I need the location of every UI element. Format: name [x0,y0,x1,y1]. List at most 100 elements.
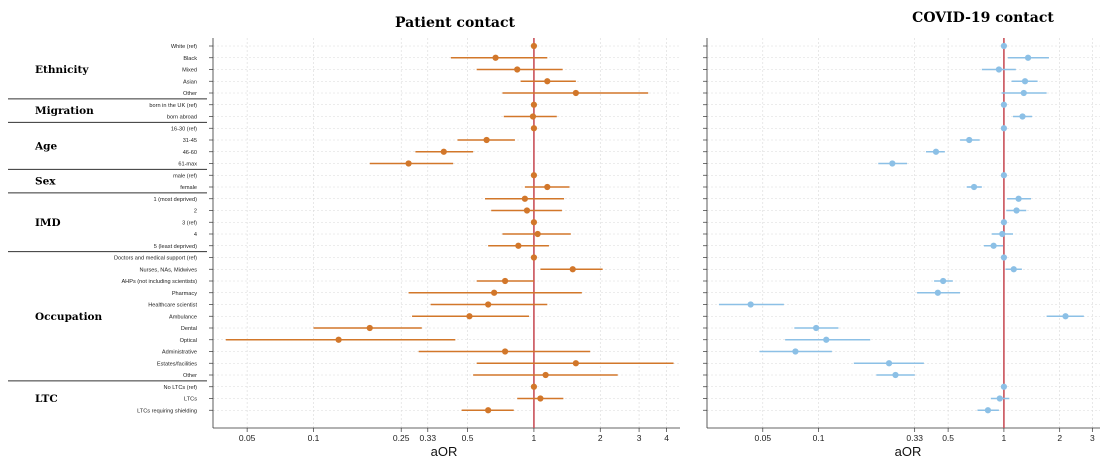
level-label: No LTCs (ref) [164,385,198,391]
point-estimate [544,183,551,191]
level-label: Nurses, NAs, Midwives [139,267,197,273]
point-estimate [440,148,447,155]
level-label: 46-60 [183,150,197,156]
level-label: 5 (least deprived) [154,244,197,250]
point-estimate [1019,113,1026,120]
x-tick-label: 0.5 [942,433,954,443]
point-estimate [530,172,538,179]
group-labels: Ethnicity Migration Age Sex IMD Occupation LTC [8,64,207,405]
level-label: Other [183,373,197,379]
point-estimate [792,348,799,355]
point-estimate [521,195,528,202]
group-label: IMD [35,217,61,229]
x-tick-label: 0.1 [813,433,825,443]
level-label: Doctors and medical support (ref) [114,256,197,262]
point-estimate [530,125,538,132]
x-tick-label: 0.05 [239,433,256,443]
point-estimate [1015,195,1022,202]
x-tick-label: 1 [532,433,537,443]
level-label: Ambulance [169,314,197,320]
level-label: LTCs [184,397,197,403]
point-estimate [996,395,1003,402]
level-label: female [180,185,197,191]
point-estimate [534,230,541,238]
point-estimate [544,78,551,85]
x-tick-label: 4 [664,433,669,443]
level-label: Other [183,91,197,97]
level-label: LTCs requiring shielding [137,408,197,414]
x-tick-label: 0.33 [906,433,923,443]
x-tick-label: 0.25 [393,433,410,443]
point-estimate [530,42,538,50]
point-estimate [529,113,537,120]
point-estimate [1013,207,1020,214]
point-estimate [1062,313,1069,320]
point-estimate [1000,125,1008,132]
point-estimate [885,360,893,367]
point-estimate [940,277,947,285]
point-estimate [515,242,522,249]
covid-contact-panel: 0.05 0.1 0.33 0.5 1 2 3 [703,38,1100,443]
x-tick-label: 0.05 [755,433,772,443]
point-estimate [1021,78,1029,85]
point-estimate [501,348,509,355]
point-estimate [492,54,499,61]
point-estimate [970,183,978,191]
point-estimate [995,66,1003,73]
point-estimate [1024,54,1032,61]
point-estimate [514,66,521,73]
point-estimate [889,160,896,167]
point-estimate [485,301,492,308]
level-label: Healthcare scientist [148,303,197,309]
group-label: LTC [35,393,58,405]
point-estimate [984,407,992,414]
point-estimate [530,254,538,261]
patient-x-axis-label: aOR [431,444,458,459]
x-tick-label: 0.33 [420,433,437,443]
point-estimate [934,289,941,296]
point-estimate [537,395,544,402]
point-estimate [1000,383,1008,390]
level-label: Optical [180,338,197,344]
level-label: 3 (ref) [182,220,197,226]
point-estimate [501,277,509,285]
point-estimate [572,89,579,97]
point-estimate [932,148,940,155]
level-label: Estates/facilities [157,361,197,367]
x-tick-label: 2 [1057,433,1062,443]
x-tick-label: 2 [598,433,603,443]
group-label: Ethnicity [35,64,89,76]
level-label: born in the UK (ref) [149,103,197,109]
group-label: Age [34,140,57,152]
covid-x-axis-label: aOR [895,444,922,459]
group-label: Sex [35,176,56,188]
point-estimate [485,407,492,414]
point-estimate [366,324,373,332]
point-estimate [569,266,576,273]
x-tick-label: 0.1 [308,433,320,443]
point-estimate [1000,219,1008,226]
group-label: Occupation [35,311,103,323]
level-label: 61-max [178,162,197,168]
point-estimate [572,360,579,367]
level-label: Asian [183,79,197,85]
point-estimate [523,207,531,214]
point-estimate [966,136,973,144]
level-label: 2 [194,209,197,215]
level-label: 16-30 (ref) [171,126,197,132]
point-estimate [892,371,899,379]
point-estimate [542,371,549,379]
point-estimate [1000,42,1008,50]
point-estimate [747,301,754,308]
point-estimate [483,136,490,144]
point-estimate [405,160,412,167]
level-labels: White (ref) Black Mixed Asian Other born in t… [114,44,197,414]
point-estimate [999,230,1006,238]
level-label: Mixed [182,68,197,74]
x-tick-label: 1 [1002,433,1007,443]
level-label: Dental [181,326,197,332]
level-label: 4 [194,232,197,238]
group-label: Migration [35,105,94,117]
point-estimate [466,313,473,320]
